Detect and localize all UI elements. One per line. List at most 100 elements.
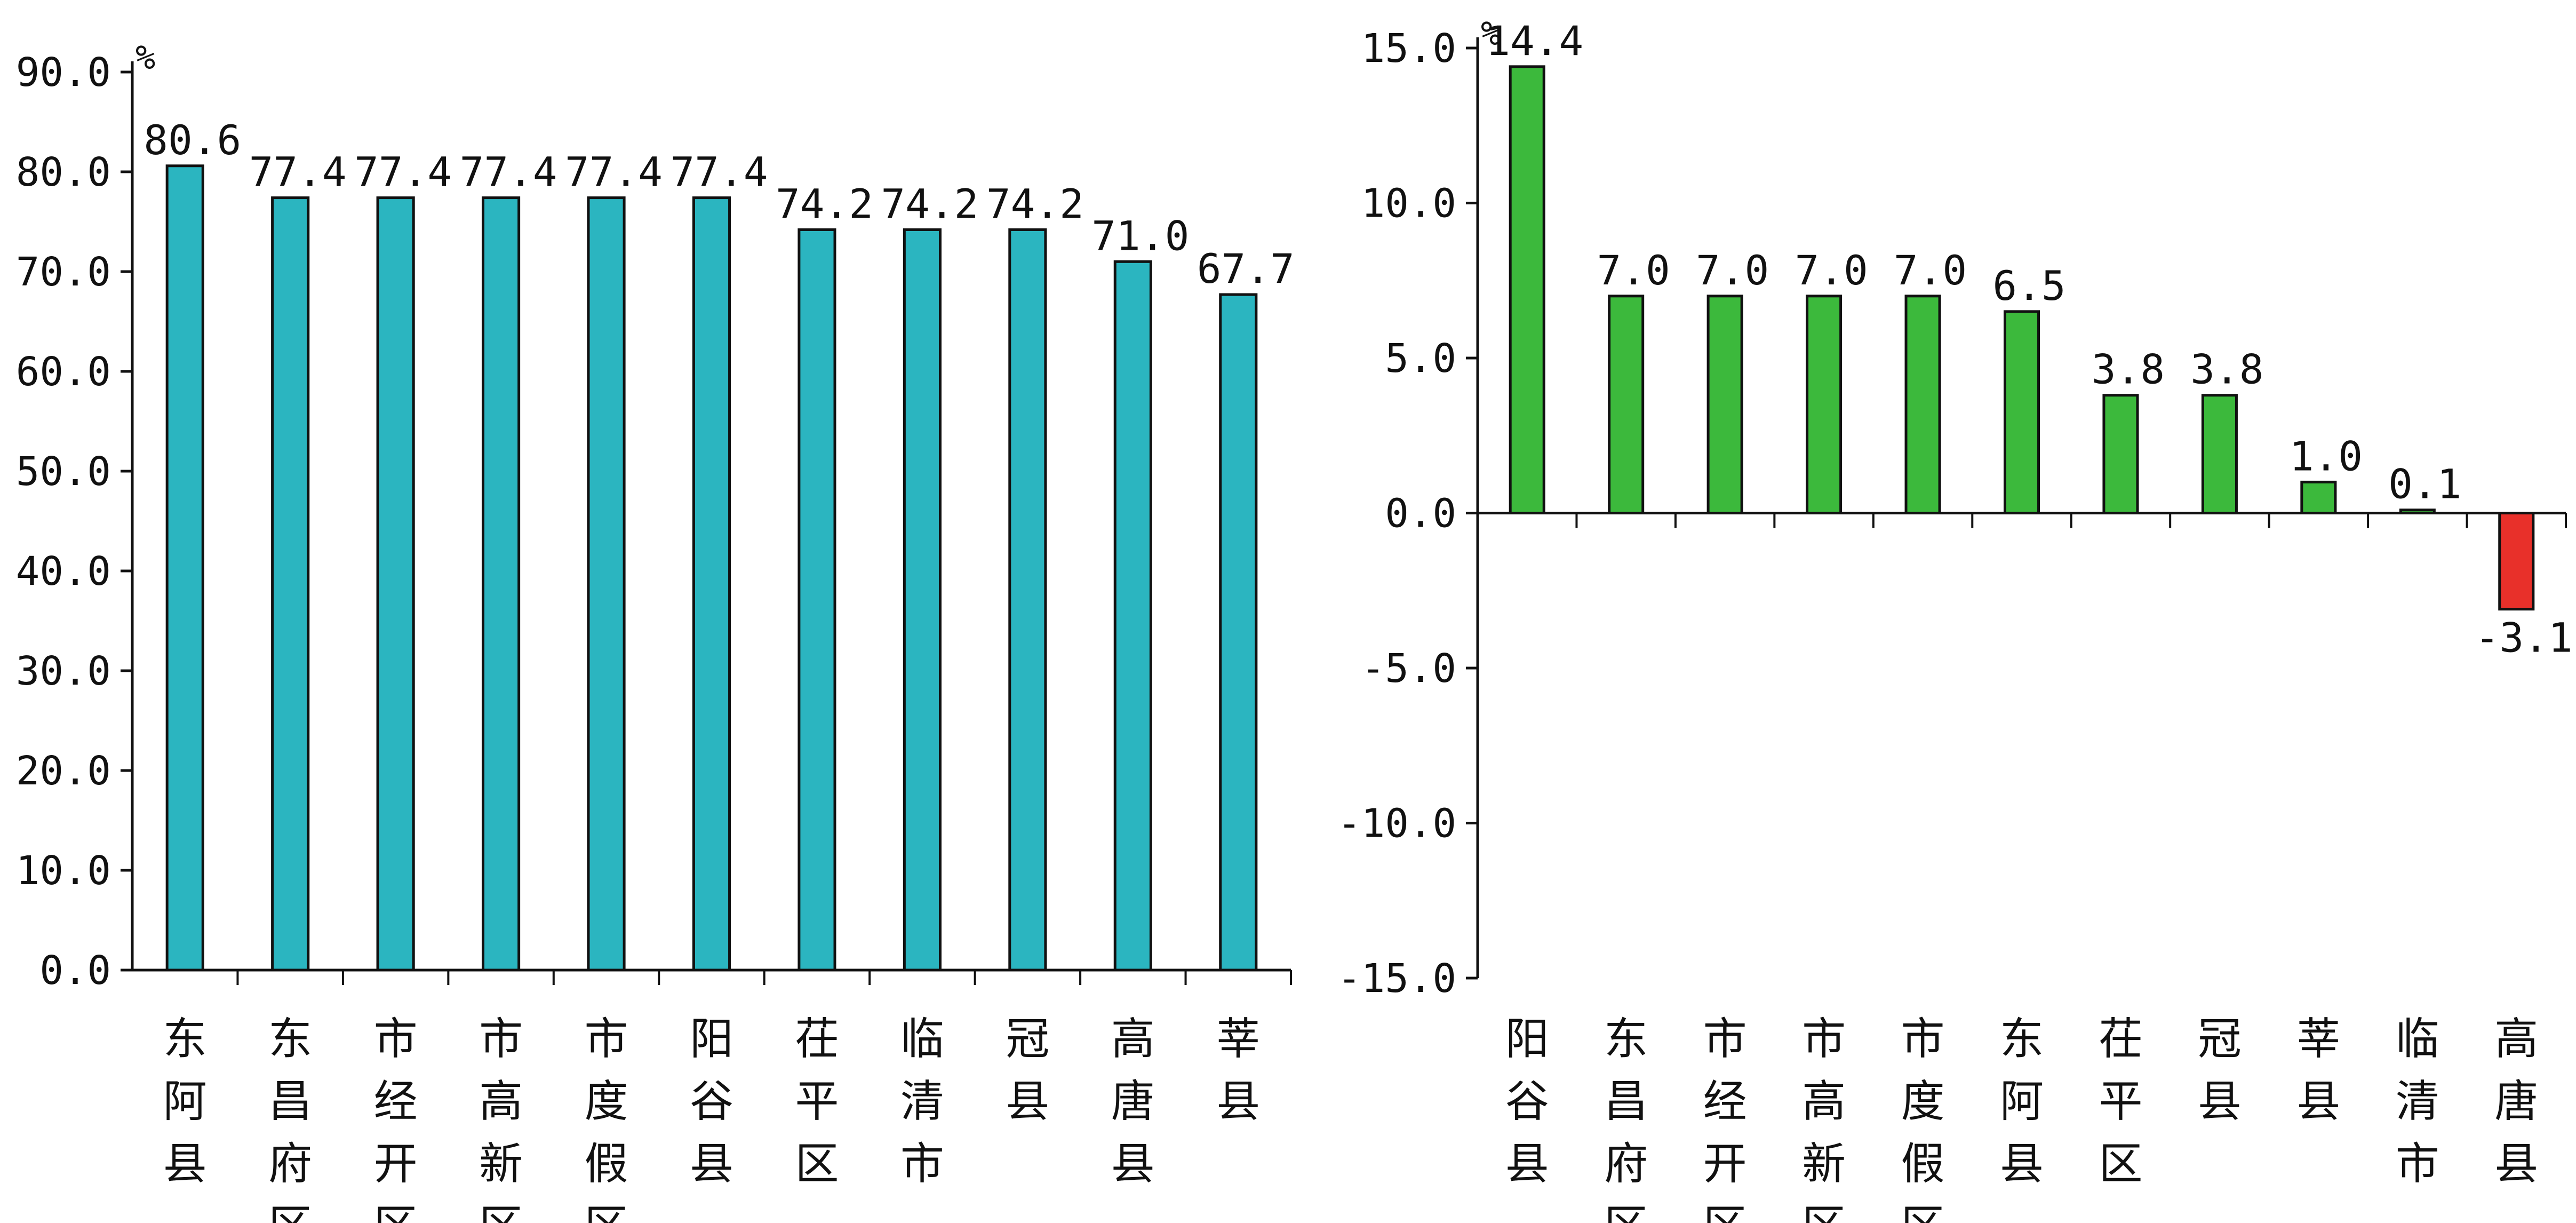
- right-category-label: 冠: [2198, 1014, 2242, 1065]
- right-bar: [1806, 295, 1843, 514]
- left-y-tick-label: 20.0: [16, 748, 111, 794]
- right-category-label: 区: [1802, 1201, 1846, 1223]
- right-data-label: 1.0: [2290, 432, 2363, 480]
- left-data-label: 71.0: [1091, 212, 1189, 259]
- right-category-label: 平: [2099, 1076, 2142, 1127]
- left-category-label: 市: [900, 1139, 944, 1189]
- left-data-label: 74.2: [776, 180, 873, 227]
- left-category-label: 平: [795, 1076, 839, 1127]
- right-category-label: 临: [2396, 1014, 2439, 1065]
- right-category-label: 县: [2000, 1139, 2044, 1189]
- left-y-tick-label: 90.0: [16, 50, 111, 96]
- left-category-label: 莘: [1216, 1014, 1260, 1065]
- left-category-label: 谷: [690, 1076, 733, 1127]
- right-category-label: 县: [2198, 1076, 2242, 1127]
- right-category-label: 区: [1604, 1201, 1648, 1223]
- right-y-tick-label: 15.0: [1361, 26, 1456, 72]
- right-y-tick-label: 10.0: [1361, 181, 1456, 227]
- left-bar: [1113, 260, 1152, 972]
- right-y-tick-label: 5.0: [1385, 336, 1456, 382]
- right-category-label: 区: [2099, 1139, 2142, 1189]
- left-bar: [692, 196, 731, 972]
- right-bar: [2498, 512, 2535, 611]
- left-bar: [1219, 293, 1258, 972]
- left-category-label: 临: [900, 1014, 944, 1065]
- right-category-label: 谷: [1505, 1076, 1549, 1127]
- right-bar: [2003, 310, 2040, 514]
- left-data-label: 77.4: [460, 148, 557, 196]
- left-category-label: 昌: [268, 1076, 312, 1127]
- right-category-label: 阿: [2000, 1076, 2044, 1127]
- right-bar: [2102, 394, 2139, 514]
- right-category-label: 县: [2296, 1076, 2340, 1127]
- left-category-label: 高: [479, 1076, 523, 1127]
- right-category-label: 县: [2494, 1139, 2538, 1189]
- left-data-label: 74.2: [986, 180, 1084, 227]
- left-category-label: 经: [374, 1076, 418, 1127]
- right-bar: [2201, 394, 2238, 514]
- left-bar: [587, 196, 626, 972]
- left-y-tick-label: 60.0: [16, 349, 111, 395]
- right-data-label: 0.1: [2388, 460, 2461, 508]
- right-category-label: 市: [1703, 1014, 1747, 1065]
- right-data-label: -3.1: [2475, 614, 2573, 662]
- right-bar: [1608, 295, 1645, 514]
- left-bar: [903, 228, 942, 972]
- left-category-label: 假: [585, 1139, 628, 1189]
- left-bar: [1008, 228, 1047, 972]
- right-y-tick-label: 0.0: [1385, 491, 1456, 537]
- left-bar: [165, 164, 204, 972]
- left-category-label: 阿: [163, 1076, 207, 1127]
- bar-chart-right: -15.0-10.0-5.00.05.010.015.0 %14.4阳谷县7.0东…: [1337, 14, 2573, 1223]
- left-category-label: 市: [374, 1014, 418, 1065]
- right-category-label: 市: [1901, 1014, 1945, 1065]
- right-category-label: 开: [1703, 1139, 1747, 1189]
- right-category-label: 高: [2494, 1014, 2538, 1065]
- right-y-tick-label: -15.0: [1337, 956, 1456, 1002]
- left-category-label: 区: [479, 1201, 523, 1223]
- left-category-label: 东: [163, 1014, 207, 1065]
- right-category-label: 高: [1802, 1076, 1846, 1127]
- right-data-label: 3.8: [2092, 346, 2165, 393]
- right-bar: [1904, 295, 1941, 514]
- left-category-label: 东: [268, 1014, 312, 1065]
- right-category-label: 东: [2000, 1014, 2044, 1065]
- left-category-label: 县: [1111, 1139, 1155, 1189]
- left-data-label: 77.4: [565, 148, 663, 196]
- right-data-label: 3.8: [2190, 346, 2263, 393]
- right-category-label: 阳: [1505, 1014, 1549, 1065]
- left-category-label: 度: [585, 1076, 628, 1127]
- left-y-tick-label: 40.0: [16, 549, 111, 594]
- left-category-label: 阳: [690, 1014, 733, 1065]
- left-data-label: 80.6: [143, 116, 241, 164]
- right-category-label: 府: [1604, 1139, 1648, 1189]
- left-category-label: 区: [585, 1201, 628, 1223]
- left-data-label: 74.2: [881, 180, 978, 227]
- left-bar: [797, 228, 836, 972]
- right-category-label: 莘: [2296, 1014, 2340, 1065]
- right-category-label: 区: [1901, 1201, 1945, 1223]
- right-category-label: 区: [1703, 1201, 1747, 1223]
- right-data-label: 7.0: [1894, 247, 1967, 294]
- left-y-tick-label: 50.0: [16, 449, 111, 495]
- left-bar: [271, 196, 310, 972]
- right-category-label: 假: [1901, 1139, 1945, 1189]
- left-y-tick-label: 80.0: [16, 149, 111, 195]
- left-category-label: 县: [163, 1139, 207, 1189]
- right-category-label: 东: [1604, 1014, 1648, 1065]
- left-y-tick-label: 0.0: [39, 948, 111, 994]
- left-category-label: 唐: [1111, 1076, 1155, 1127]
- left-category-label: 市: [585, 1014, 628, 1065]
- right-data-label: 7.0: [1597, 247, 1670, 294]
- left-bar: [482, 196, 521, 972]
- left-category-label: 茌: [795, 1014, 839, 1065]
- right-bar: [1509, 65, 1545, 515]
- right-category-label: 经: [1703, 1076, 1747, 1127]
- right-category-label: 县: [1505, 1139, 1549, 1189]
- right-category-label: 唐: [2494, 1076, 2538, 1127]
- right-data-label: 14.4: [1486, 17, 1583, 65]
- left-y-tick-label: 70.0: [16, 249, 111, 295]
- left-category-label: 区: [795, 1139, 839, 1189]
- left-data-label: 77.4: [354, 148, 452, 196]
